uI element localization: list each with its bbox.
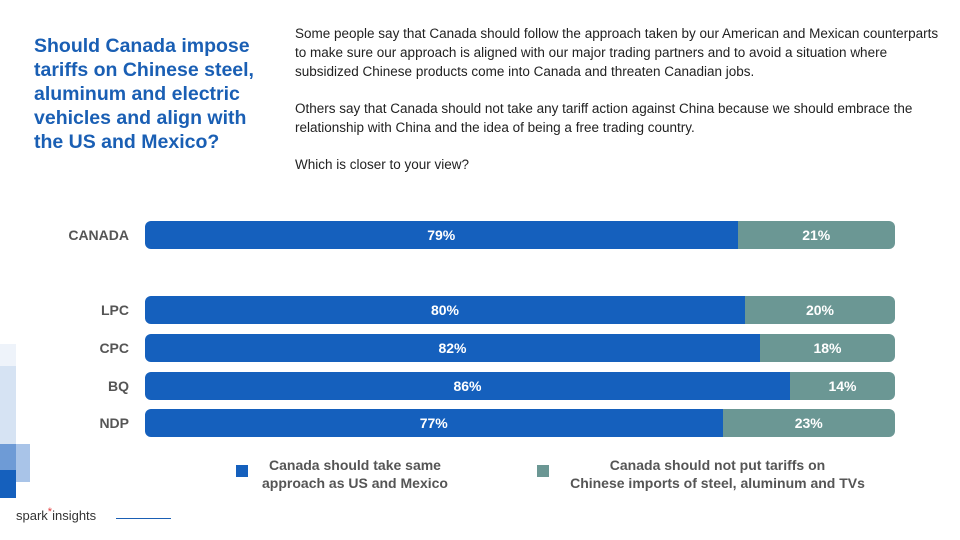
bar-segment-same-approach: 79% <box>145 221 738 249</box>
intro-paragraph-1: Some people say that Canada should follo… <box>295 26 939 79</box>
page-title: Should Canada impose tariffs on Chinese … <box>34 35 254 153</box>
logo-word-insights: insights <box>52 508 97 523</box>
intro-paragraph-2: Others say that Canada should not take a… <box>295 101 913 135</box>
question-prompt: Which is closer to your view? <box>295 157 470 172</box>
logo-word-spark: spark <box>16 508 48 523</box>
data-label: 20% <box>805 302 835 318</box>
bar-segment-no-tariffs: 23% <box>722 409 895 437</box>
question-text: Some people say that Canada should follo… <box>295 24 945 174</box>
decorative-block <box>0 366 16 444</box>
bar-segment-same-approach: 80% <box>145 296 745 324</box>
bar-row: 80% 20% <box>145 296 895 324</box>
decorative-block <box>16 444 30 482</box>
logo-star-icon: * <box>47 506 53 518</box>
bar-segment-same-approach: 86% <box>145 372 790 400</box>
legend-label-line: approach as US and Mexico <box>262 475 448 491</box>
bar-segment-same-approach: 77% <box>145 409 723 437</box>
data-label: 80% <box>430 302 460 318</box>
bar-row: 82% 18% <box>145 334 895 362</box>
logo-underline <box>116 518 171 519</box>
legend-label-line: Canada should not put tariffs on <box>609 457 826 473</box>
data-label: 14% <box>828 378 857 394</box>
data-label: 82% <box>438 340 467 356</box>
data-label: 79% <box>427 227 456 243</box>
data-label: 23% <box>794 415 823 431</box>
legend-swatch-no-tariffs <box>537 465 549 477</box>
data-label: 86% <box>453 378 482 394</box>
bar-segment-no-tariffs: 18% <box>760 334 895 362</box>
category-label: CPC <box>99 340 129 356</box>
bar-segment-no-tariffs: 21% <box>737 221 895 249</box>
data-label: 18% <box>813 340 842 356</box>
legend-label-line: Canada should take same <box>269 457 441 473</box>
decorative-block <box>0 444 16 470</box>
brand-logo: spark*insights <box>16 506 97 523</box>
legend-swatch-same-approach <box>236 465 248 477</box>
decorative-block <box>0 470 16 498</box>
bar-row: 77% 23% <box>145 409 895 437</box>
bar-segment-no-tariffs: 20% <box>745 296 895 324</box>
category-label: NDP <box>99 415 129 431</box>
category-label: LPC <box>101 302 129 318</box>
category-label: BQ <box>108 378 129 394</box>
bar-row: 86% 14% <box>145 372 895 400</box>
legend-label-same-approach: Canada should take same approach as US a… <box>240 456 470 492</box>
bar-segment-no-tariffs: 14% <box>790 372 895 400</box>
category-label: CANADA <box>68 227 129 243</box>
data-label: 21% <box>802 227 831 243</box>
data-label: 77% <box>419 415 448 431</box>
bar-row: 79% 21% <box>145 221 895 249</box>
legend-label-no-tariffs: Canada should not put tariffs on Chinese… <box>545 456 890 492</box>
bar-segment-same-approach: 82% <box>145 334 760 362</box>
decorative-block <box>0 344 16 366</box>
legend-label-line: Chinese imports of steel, aluminum and T… <box>570 475 865 491</box>
